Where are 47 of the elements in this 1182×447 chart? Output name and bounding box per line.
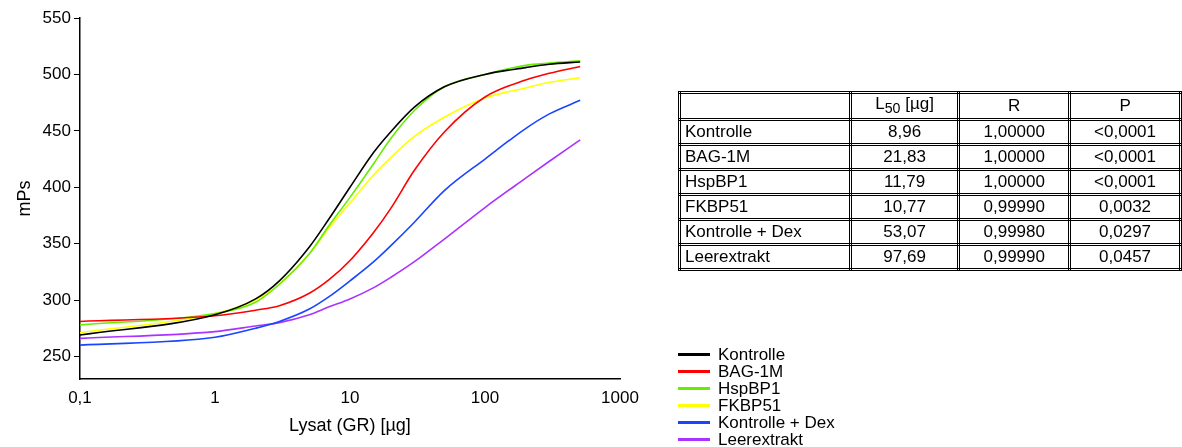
legend-label: Leerextrakt bbox=[718, 430, 804, 447]
legend-label: FKBP51 bbox=[718, 396, 782, 415]
category-label: R bbox=[958, 92, 1070, 120]
text: 0,99990 bbox=[983, 197, 1045, 217]
legend-label: Kontrolle bbox=[718, 345, 786, 364]
category-label: Kontrolle + Dex bbox=[685, 222, 802, 242]
text: 0,0297 bbox=[1099, 222, 1152, 242]
x-tick-label: 1 bbox=[210, 387, 220, 407]
text: <0,0001 bbox=[1094, 122, 1157, 142]
legend-label: HspBP1 bbox=[718, 379, 781, 398]
text: 1,00000 bbox=[983, 147, 1045, 167]
x-tick-label: 0,1 bbox=[68, 387, 92, 407]
text: 0,0032 bbox=[1099, 197, 1152, 217]
y-tick-label: 400 bbox=[42, 176, 71, 196]
x-tick-label: 10 bbox=[340, 387, 360, 407]
text: 10,77 bbox=[883, 197, 926, 217]
category-label: Leerextrakt bbox=[685, 247, 771, 267]
y-tick-label: 300 bbox=[42, 289, 71, 309]
text: 21,83 bbox=[883, 147, 926, 167]
category-label: Kontrolle bbox=[685, 122, 753, 142]
x-axis-title: Lysat (GR) [µg] bbox=[289, 415, 411, 436]
text: 0,99990 bbox=[983, 247, 1045, 267]
y-tick-label: 550 bbox=[42, 7, 71, 27]
x-tick-label: 100 bbox=[470, 387, 500, 407]
y-tick-label: 250 bbox=[42, 346, 71, 366]
category-label: P bbox=[1069, 92, 1181, 120]
y-tick-label: 500 bbox=[42, 64, 71, 84]
y-tick-label: 450 bbox=[42, 120, 71, 140]
text: 0,99980 bbox=[983, 222, 1045, 242]
text: 0,0457 bbox=[1099, 247, 1152, 267]
text: 53,07 bbox=[883, 222, 926, 242]
category-label: L$_{50}$ [µg] bbox=[850, 92, 959, 120]
category-label: BAG-1M bbox=[685, 147, 751, 167]
text: 11,79 bbox=[883, 172, 926, 192]
category-label: FKBP51 bbox=[685, 197, 749, 217]
category-label: HspBP1 bbox=[685, 172, 748, 192]
text: 1,00000 bbox=[983, 172, 1045, 192]
y-tick-label: 350 bbox=[42, 233, 71, 253]
legend-label: BAG-1M bbox=[718, 362, 784, 381]
text: <0,0001 bbox=[1094, 147, 1157, 167]
text: 8,96 bbox=[888, 122, 922, 142]
legend-label: Kontrolle + Dex bbox=[718, 413, 835, 432]
y-axis-title: mPs bbox=[13, 180, 34, 217]
text: 1,00000 bbox=[983, 122, 1045, 142]
text: <0,0001 bbox=[1094, 172, 1157, 192]
x-tick-label: 1000 bbox=[601, 387, 639, 407]
text: 97,69 bbox=[883, 247, 926, 267]
